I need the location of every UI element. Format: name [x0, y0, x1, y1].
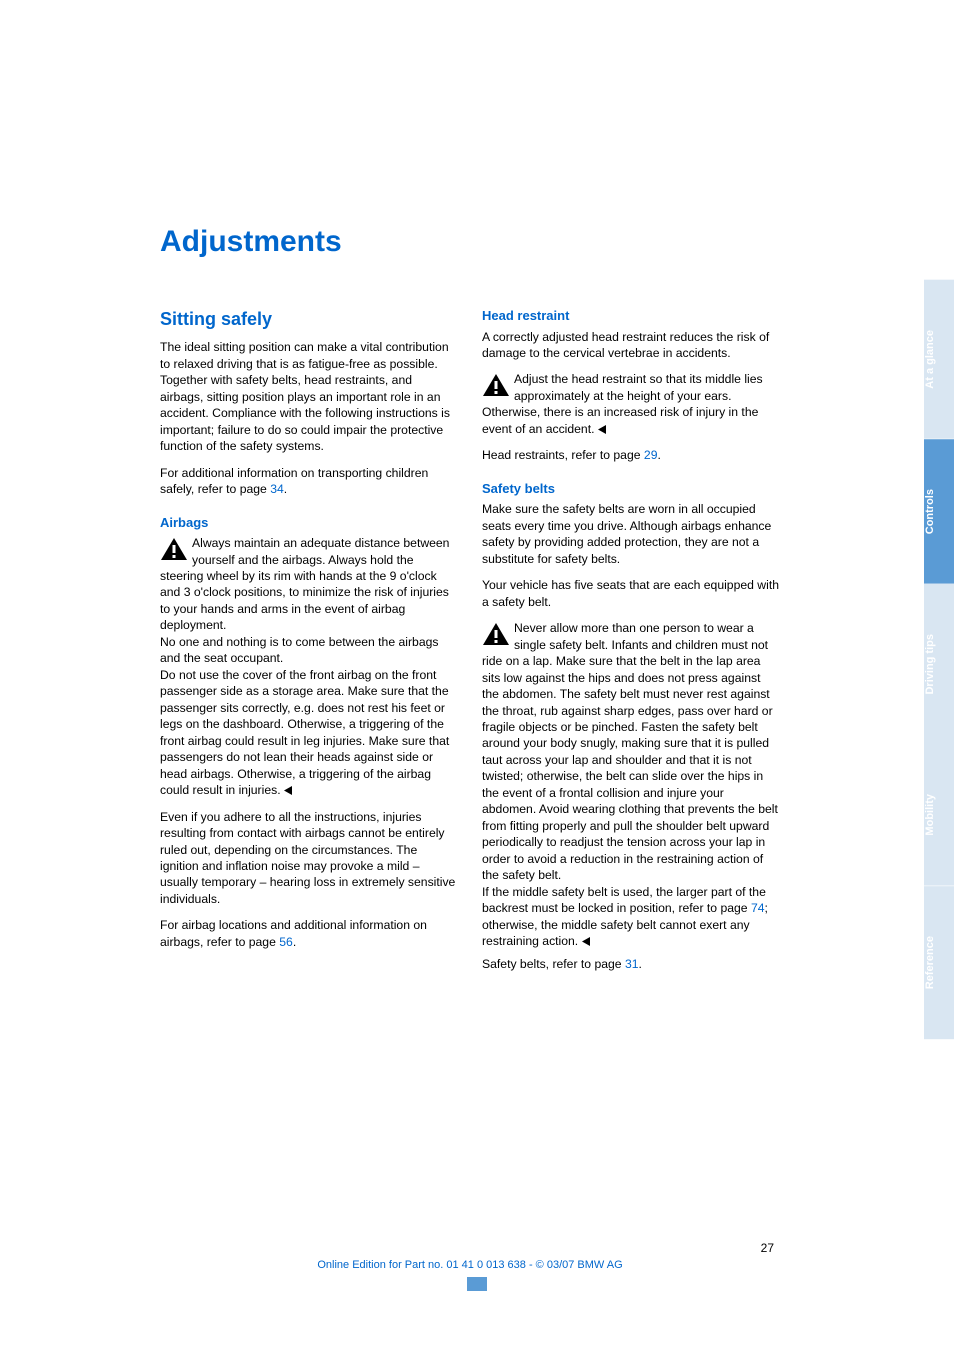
end-marker-icon — [582, 937, 591, 946]
page-link-56[interactable]: 56 — [279, 935, 293, 949]
page-link-34[interactable]: 34 — [270, 482, 284, 496]
head-ref-b: . — [657, 448, 660, 462]
online-edition-text: Online Edition for Part no. 01 41 0 013 … — [160, 1259, 780, 1271]
airbags-warning-2: No one and nothing is to come between th… — [160, 634, 458, 667]
airbags-loc-b: . — [293, 935, 296, 949]
children-ref-paragraph: For additional information on transporti… — [160, 465, 458, 498]
belts-warning-2: If the middle safety belt is used, the l… — [482, 884, 780, 950]
airbags-warning-1: Always maintain an adequate distance bet… — [160, 536, 449, 632]
head-restraint-warning-block: Adjust the head restraint so that its mi… — [482, 371, 780, 437]
warning-icon — [160, 537, 188, 561]
belts-warning-1: Never allow more than one person to wear… — [482, 621, 778, 882]
side-tabs: At a glance Controls Driving tips Mobili… — [924, 280, 954, 1039]
left-column: Sitting safely The ideal sitting positio… — [160, 307, 458, 982]
warning-icon — [482, 373, 510, 397]
belts-paragraph-1: Make sure the safety belts are worn in a… — [482, 501, 780, 567]
page-link-74[interactable]: 74 — [751, 901, 765, 915]
tab-at-a-glance[interactable]: At a glance — [924, 280, 954, 439]
page-title: Adjustments — [160, 225, 780, 259]
intro-paragraph: The ideal sitting position can make a vi… — [160, 339, 458, 454]
airbags-warning-block: Always maintain an adequate distance bet… — [160, 535, 458, 799]
belts-warn2a: If the middle safety belt is used, the l… — [482, 885, 766, 915]
children-ref-text-b: . — [284, 482, 287, 496]
head-restraint-paragraph: A correctly adjusted head restraint redu… — [482, 329, 780, 362]
airbags-location-ref: For airbag locations and additional info… — [160, 917, 458, 950]
two-column-layout: Sitting safely The ideal sitting positio… — [160, 307, 780, 982]
airbags-warning-3: Do not use the cover of the front airbag… — [160, 668, 449, 797]
belts-ref-a: Safety belts, refer to page — [482, 957, 625, 971]
subheading-head-restraint: Head restraint — [482, 307, 780, 325]
tab-reference[interactable]: Reference — [924, 886, 954, 1039]
footer-mark — [467, 1277, 487, 1291]
belts-warning-block: Never allow more than one person to wear… — [482, 620, 780, 949]
content-area: Adjustments Sitting safely The ideal sit… — [160, 225, 780, 982]
airbags-after-paragraph: Even if you adhere to all the instructio… — [160, 809, 458, 908]
head-restraint-ref: Head restraints, refer to page 29. — [482, 447, 780, 463]
end-marker-icon — [598, 425, 607, 434]
right-column: Head restraint A correctly adjusted head… — [482, 307, 780, 982]
subheading-safety-belts: Safety belts — [482, 480, 780, 498]
page: Adjustments Sitting safely The ideal sit… — [0, 0, 954, 1351]
section-heading-sitting-safely: Sitting safely — [160, 307, 458, 331]
belts-paragraph-2: Your vehicle has five seats that are eac… — [482, 577, 780, 610]
head-ref-a: Head restraints, refer to page — [482, 448, 644, 462]
children-ref-text-a: For additional information on transporti… — [160, 466, 428, 496]
page-link-29[interactable]: 29 — [644, 448, 658, 462]
belts-ref: Safety belts, refer to page 31. — [482, 956, 780, 972]
tab-controls[interactable]: Controls — [924, 439, 954, 584]
tab-driving-tips[interactable]: Driving tips — [924, 584, 954, 745]
warning-icon — [482, 622, 510, 646]
belts-ref-b: . — [639, 957, 642, 971]
subheading-airbags: Airbags — [160, 514, 458, 532]
page-number: 27 — [160, 1241, 780, 1255]
tab-mobility[interactable]: Mobility — [924, 744, 954, 886]
footer: 27 Online Edition for Part no. 01 41 0 0… — [160, 1241, 780, 1271]
page-link-31[interactable]: 31 — [625, 957, 639, 971]
head-restraint-warning: Adjust the head restraint so that its mi… — [482, 372, 763, 435]
end-marker-icon — [284, 786, 293, 795]
